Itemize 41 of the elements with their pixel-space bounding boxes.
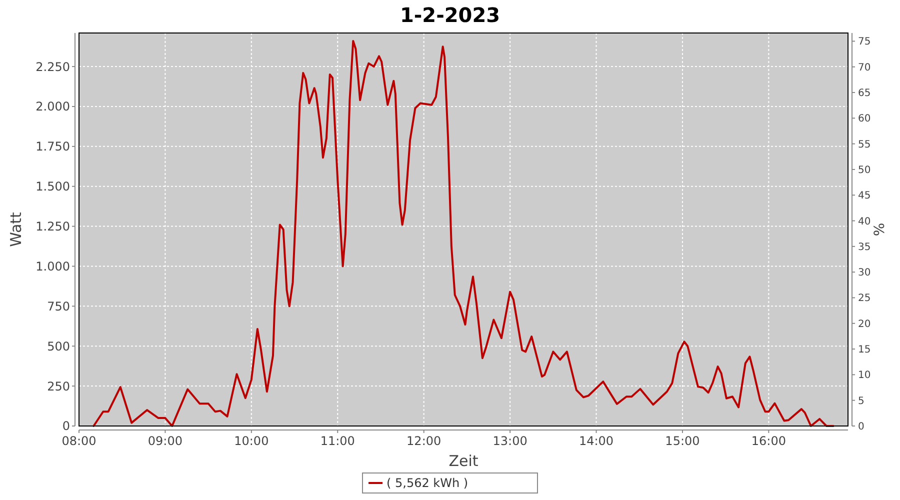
y2-tick-label: 70 [858,62,871,74]
y-tick-label: 1.250 [36,220,70,234]
y2-tick-label: 20 [858,318,871,330]
x-tick-label: 10:00 [234,434,269,448]
x-tick-label: 13:00 [492,434,528,448]
x-tick-label: 15:00 [665,434,700,448]
x-tick-label: 08:00 [62,434,96,448]
y2-tick-label: 45 [858,190,871,202]
y2-tick-label: 40 [858,216,871,228]
y-tick-label: 250 [47,379,70,394]
y-tick-label: 1.000 [36,259,70,274]
y2-tick-label: 0 [858,422,864,432]
line-series [92,40,834,427]
y2-tick-label: 30 [858,268,871,279]
y2-tick-label: 10 [858,370,871,382]
y-axis-title: Watt [7,212,25,247]
y2-tick-label: 65 [858,88,871,100]
y2-tick-label: 5 [858,396,864,407]
y2-tick-label: 50 [858,164,871,176]
x-tick-label: 12:00 [406,434,442,448]
y2-tick-label: 25 [858,293,871,304]
y-tick-label: 1.750 [36,140,70,154]
y-tick-label: 1.500 [36,180,70,194]
x-axis-title: Zeit [448,452,478,470]
y-tick-label: 0 [62,419,70,434]
x-tick-label: 11:00 [320,434,355,448]
y2-tick-label: 15 [858,344,871,356]
y2-tick-label: 35 [858,242,871,253]
chart-title: 1-2-2023 [400,3,500,27]
y-tick-label: 2.000 [36,100,70,114]
y-tick-label: 500 [47,339,70,354]
legend-label: ( 5,562 kWh ) [386,476,468,490]
x-tick-label: 16:00 [751,434,786,448]
y2-tick-label: 60 [858,114,871,125]
y-tick-label: 2.250 [36,60,70,74]
y-tick-label: 750 [47,299,70,314]
x-tick-label: 09:00 [148,434,183,448]
y2-tick-label: 55 [858,139,871,150]
y2-axis-title: % [872,222,888,236]
y2-tick-label: 75 [858,36,871,48]
x-tick-label: 14:00 [578,434,614,448]
